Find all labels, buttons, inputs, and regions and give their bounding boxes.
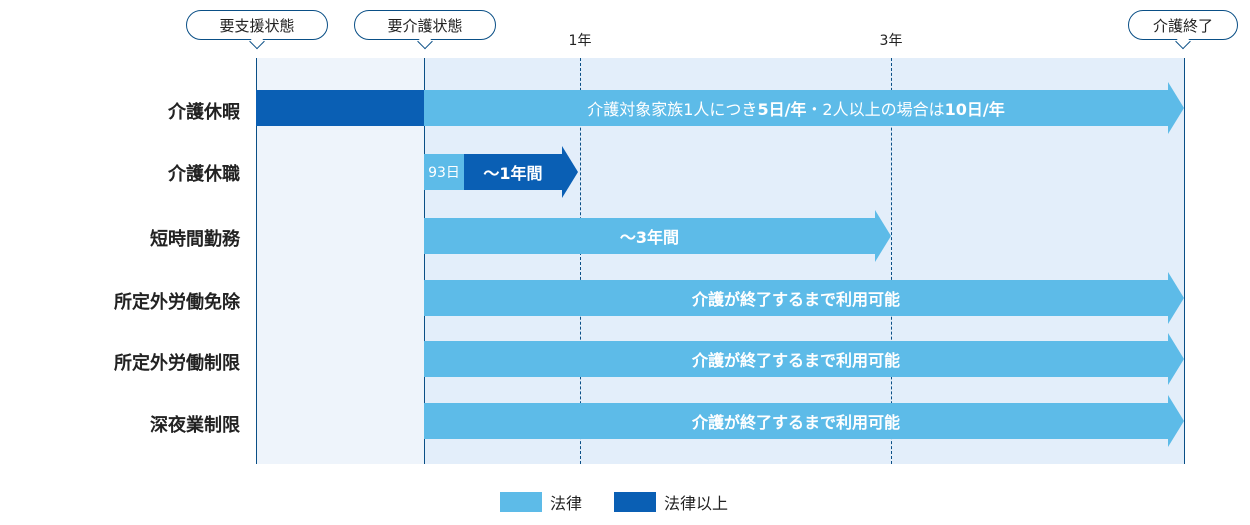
care-leave-text-3: ・2人以上の場合は [806, 100, 945, 119]
overtime-limit-text: 介護が終了するまで利用可能 [691, 351, 900, 370]
care-end-label: 介護終了 [1152, 16, 1213, 35]
row-label-care-absence: 介護休職 [168, 164, 240, 185]
care-absence-arrowhead [562, 146, 578, 198]
care-leave-text-2: 5日/年 [757, 100, 807, 119]
care-absence-1year-bar: 〜1年間 [464, 154, 562, 190]
year3-line [891, 58, 892, 464]
overtime-exemption-arrowhead [1168, 272, 1184, 324]
night-work-limit-bar: 介護が終了するまで利用可能 [424, 403, 1168, 439]
row-label-overtime-limit: 所定外労働制限 [114, 353, 240, 374]
row-label-overtime-exemption: 所定外労働免除 [114, 292, 240, 313]
legend-law: 法律 [500, 490, 582, 514]
care-leave-bar: 介護対象家族1人につき 5日/年 ・2人以上の場合は 10日/年 [424, 90, 1168, 126]
care-leave-above-law-bar [256, 90, 424, 126]
care-required-callout: 要介護状態 [354, 10, 496, 40]
short-hours-arrowhead [875, 210, 891, 262]
overtime-limit-arrowhead [1168, 333, 1184, 385]
care-leave-text-4: 10日/年 [944, 100, 1005, 119]
care-leave-arrowhead [1168, 82, 1184, 134]
care-absence-93days-bar: 93日 [424, 154, 464, 190]
short-hours-text: 〜3年間 [619, 228, 680, 247]
overtime-exemption-bar: 介護が終了するまで利用可能 [424, 280, 1168, 316]
care-absence-93days-text: 93日 [428, 165, 460, 181]
night-work-limit-arrowhead [1168, 395, 1184, 447]
legend-above-law: 法律以上 [614, 490, 728, 514]
row-label-care-leave: 介護休暇 [168, 102, 240, 123]
care-start-line [424, 58, 425, 464]
row-label-short-hours: 短時間勤務 [150, 229, 240, 250]
night-work-limit-text: 介護が終了するまで利用可能 [691, 413, 900, 432]
legend-above-law-label: 法律以上 [664, 494, 729, 513]
support-start-line [256, 58, 257, 464]
care-absence-1year-text: 〜1年間 [483, 164, 543, 183]
short-hours-bar: 〜3年間 [424, 218, 875, 254]
care-end-callout: 介護終了 [1128, 10, 1238, 40]
year1-label: 1年 [568, 33, 592, 49]
row-label-night-work-limit: 深夜業制限 [150, 415, 240, 436]
support-required-callout: 要支援状態 [186, 10, 328, 40]
support-required-label: 要支援状態 [219, 16, 295, 35]
legend-above-law-swatch [614, 492, 656, 512]
year3-label: 3年 [879, 33, 903, 49]
care-leave-text-1: 介護対象家族1人につき [587, 100, 758, 119]
care-end-line [1184, 58, 1185, 464]
care-required-label: 要介護状態 [387, 16, 463, 35]
year1-line [580, 58, 581, 464]
overtime-limit-bar: 介護が終了するまで利用可能 [424, 341, 1168, 377]
legend-law-label: 法律 [550, 494, 583, 513]
overtime-exemption-text: 介護が終了するまで利用可能 [691, 290, 900, 309]
legend-law-swatch [500, 492, 542, 512]
